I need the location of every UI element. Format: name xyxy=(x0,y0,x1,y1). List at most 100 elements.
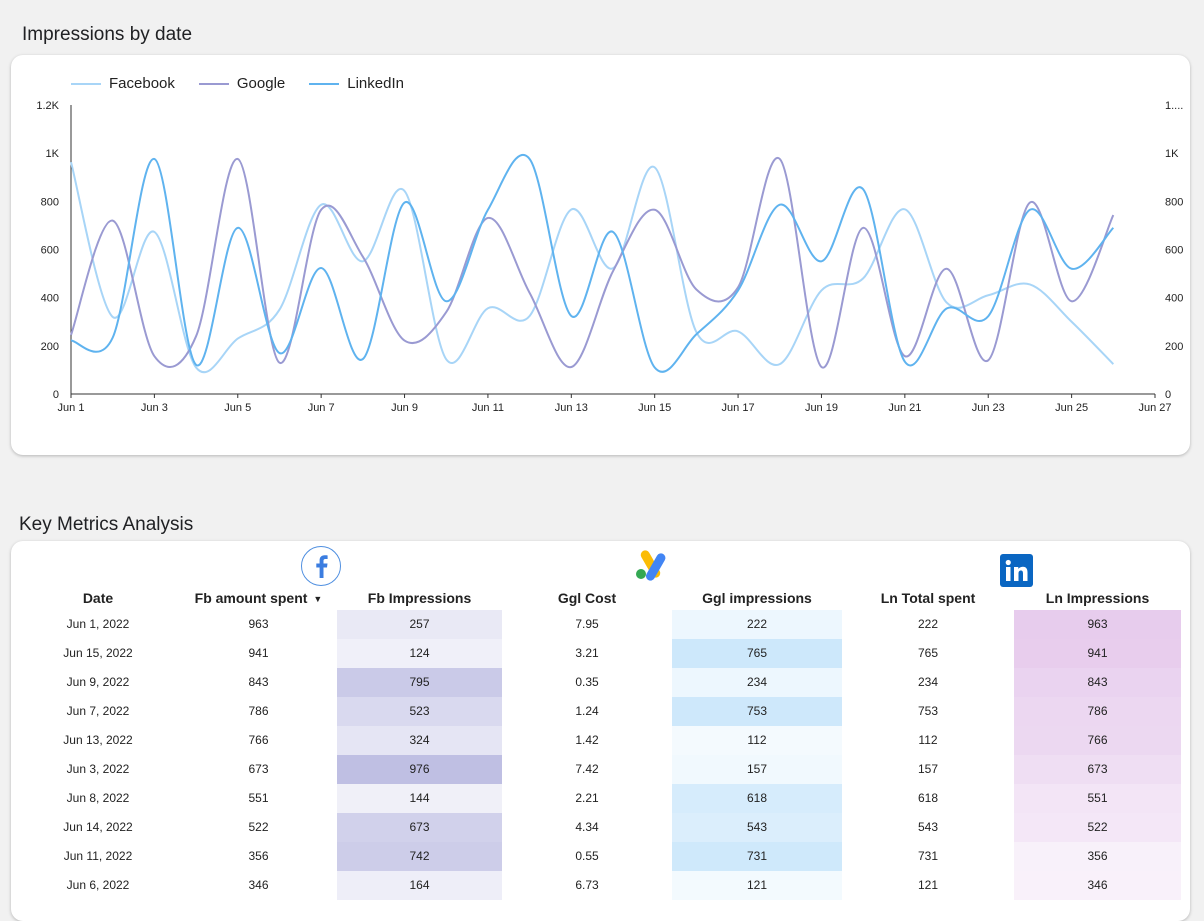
impressions-line-chart: 02004006008001K1.2K02004006008001K1....J… xyxy=(11,55,1190,455)
linkedin-logo-icon xyxy=(1000,554,1033,592)
cell-ggl-cost: 7.95 xyxy=(518,610,656,639)
cell-ggl-cost: 3.21 xyxy=(518,639,656,668)
cell-fb-spent: 786 xyxy=(171,697,346,726)
cell-ln-spent: 753 xyxy=(848,697,1008,726)
cell-date: Jun 7, 2022 xyxy=(38,697,158,726)
legend-item-linkedin[interactable]: LinkedIn xyxy=(309,75,404,92)
cell-date: Jun 11, 2022 xyxy=(38,842,158,871)
legend-item-facebook[interactable]: Facebook xyxy=(71,75,175,92)
cell-fb-spent: 551 xyxy=(171,784,346,813)
x-tick-label: Jun 11 xyxy=(472,402,504,414)
cell-date: Jun 15, 2022 xyxy=(38,639,158,668)
chart-legend: Facebook Google LinkedIn xyxy=(71,75,404,92)
cell-ln-impr: 963 xyxy=(1014,610,1181,639)
cell-ggl-cost: 6.73 xyxy=(518,871,656,900)
x-tick-label: Jun 23 xyxy=(972,402,1005,414)
cell-ggl-impr: 157 xyxy=(672,755,842,784)
y-tick-label-right: 400 xyxy=(1165,293,1183,305)
y-tick-label-right: 1.... xyxy=(1165,100,1183,112)
cell-fb-spent: 941 xyxy=(171,639,346,668)
cell-ggl-cost: 7.42 xyxy=(518,755,656,784)
cell-ln-spent: 234 xyxy=(848,668,1008,697)
cell-fb-impr: 144 xyxy=(337,784,502,813)
y-tick-label-left: 400 xyxy=(41,293,59,305)
facebook-logo-icon xyxy=(300,545,342,592)
x-tick-label: Jun 13 xyxy=(555,402,588,414)
cell-date: Jun 14, 2022 xyxy=(38,813,158,842)
x-tick-label: Jun 21 xyxy=(888,402,921,414)
table-section-title: Key Metrics Analysis xyxy=(19,514,193,536)
cell-date: Jun 8, 2022 xyxy=(38,784,158,813)
cell-ln-spent: 121 xyxy=(848,871,1008,900)
sort-descending-icon[interactable]: ▼ xyxy=(313,594,322,604)
cell-date: Jun 9, 2022 xyxy=(38,668,158,697)
cell-fb-spent: 766 xyxy=(171,726,346,755)
cell-fb-spent: 356 xyxy=(171,842,346,871)
cell-ggl-impr: 765 xyxy=(672,639,842,668)
cell-fb-impr: 324 xyxy=(337,726,502,755)
chart-section-title: Impressions by date xyxy=(22,24,192,46)
cell-ln-impr: 356 xyxy=(1014,842,1181,871)
cell-ln-spent: 112 xyxy=(848,726,1008,755)
cell-ln-impr: 941 xyxy=(1014,639,1181,668)
cell-fb-spent: 673 xyxy=(171,755,346,784)
x-tick-label: Jun 9 xyxy=(391,402,418,414)
y-tick-label-right: 1K xyxy=(1165,148,1179,160)
y-tick-label-right: 200 xyxy=(1165,341,1183,353)
cell-fb-impr: 795 xyxy=(337,668,502,697)
series-line-facebook xyxy=(71,162,1113,372)
cell-fb-impr: 257 xyxy=(337,610,502,639)
legend-label: Google xyxy=(237,75,285,92)
cell-fb-impr: 164 xyxy=(337,871,502,900)
legend-item-google[interactable]: Google xyxy=(199,75,285,92)
y-tick-label-right: 800 xyxy=(1165,196,1183,208)
cell-ln-impr: 786 xyxy=(1014,697,1181,726)
x-tick-label: Jun 7 xyxy=(308,402,335,414)
cell-ggl-impr: 543 xyxy=(672,813,842,842)
legend-label: LinkedIn xyxy=(347,75,404,92)
cell-ln-spent: 731 xyxy=(848,842,1008,871)
cell-ggl-cost: 0.35 xyxy=(518,668,656,697)
cell-date: Jun 1, 2022 xyxy=(38,610,158,639)
cell-ln-spent: 543 xyxy=(848,813,1008,842)
cell-ggl-cost: 0.55 xyxy=(518,842,656,871)
cell-ln-impr: 522 xyxy=(1014,813,1181,842)
cell-ln-spent: 157 xyxy=(848,755,1008,784)
cell-fb-spent: 963 xyxy=(171,610,346,639)
col-header-fb-amount-spent-label: Fb amount spent xyxy=(195,590,308,606)
cell-ggl-impr: 121 xyxy=(672,871,842,900)
cell-fb-impr: 673 xyxy=(337,813,502,842)
cell-fb-spent: 843 xyxy=(171,668,346,697)
cell-ggl-cost: 2.21 xyxy=(518,784,656,813)
y-tick-label-left: 1K xyxy=(46,148,60,160)
legend-swatch xyxy=(71,83,101,85)
y-tick-label-right: 600 xyxy=(1165,245,1183,257)
cell-ggl-impr: 222 xyxy=(672,610,842,639)
cell-date: Jun 13, 2022 xyxy=(38,726,158,755)
cell-fb-impr: 523 xyxy=(337,697,502,726)
cell-ggl-cost: 1.24 xyxy=(518,697,656,726)
series-line-google xyxy=(71,158,1113,368)
cell-ggl-impr: 112 xyxy=(672,726,842,755)
cell-ln-impr: 551 xyxy=(1014,784,1181,813)
cell-fb-impr: 976 xyxy=(337,755,502,784)
x-tick-label: Jun 25 xyxy=(1055,402,1088,414)
cell-ggl-impr: 731 xyxy=(672,842,842,871)
cell-fb-spent: 346 xyxy=(171,871,346,900)
y-tick-label-left: 1.2K xyxy=(36,100,59,112)
cell-ln-impr: 673 xyxy=(1014,755,1181,784)
y-tick-label-left: 200 xyxy=(41,341,59,353)
cell-ggl-impr: 618 xyxy=(672,784,842,813)
cell-ln-impr: 766 xyxy=(1014,726,1181,755)
